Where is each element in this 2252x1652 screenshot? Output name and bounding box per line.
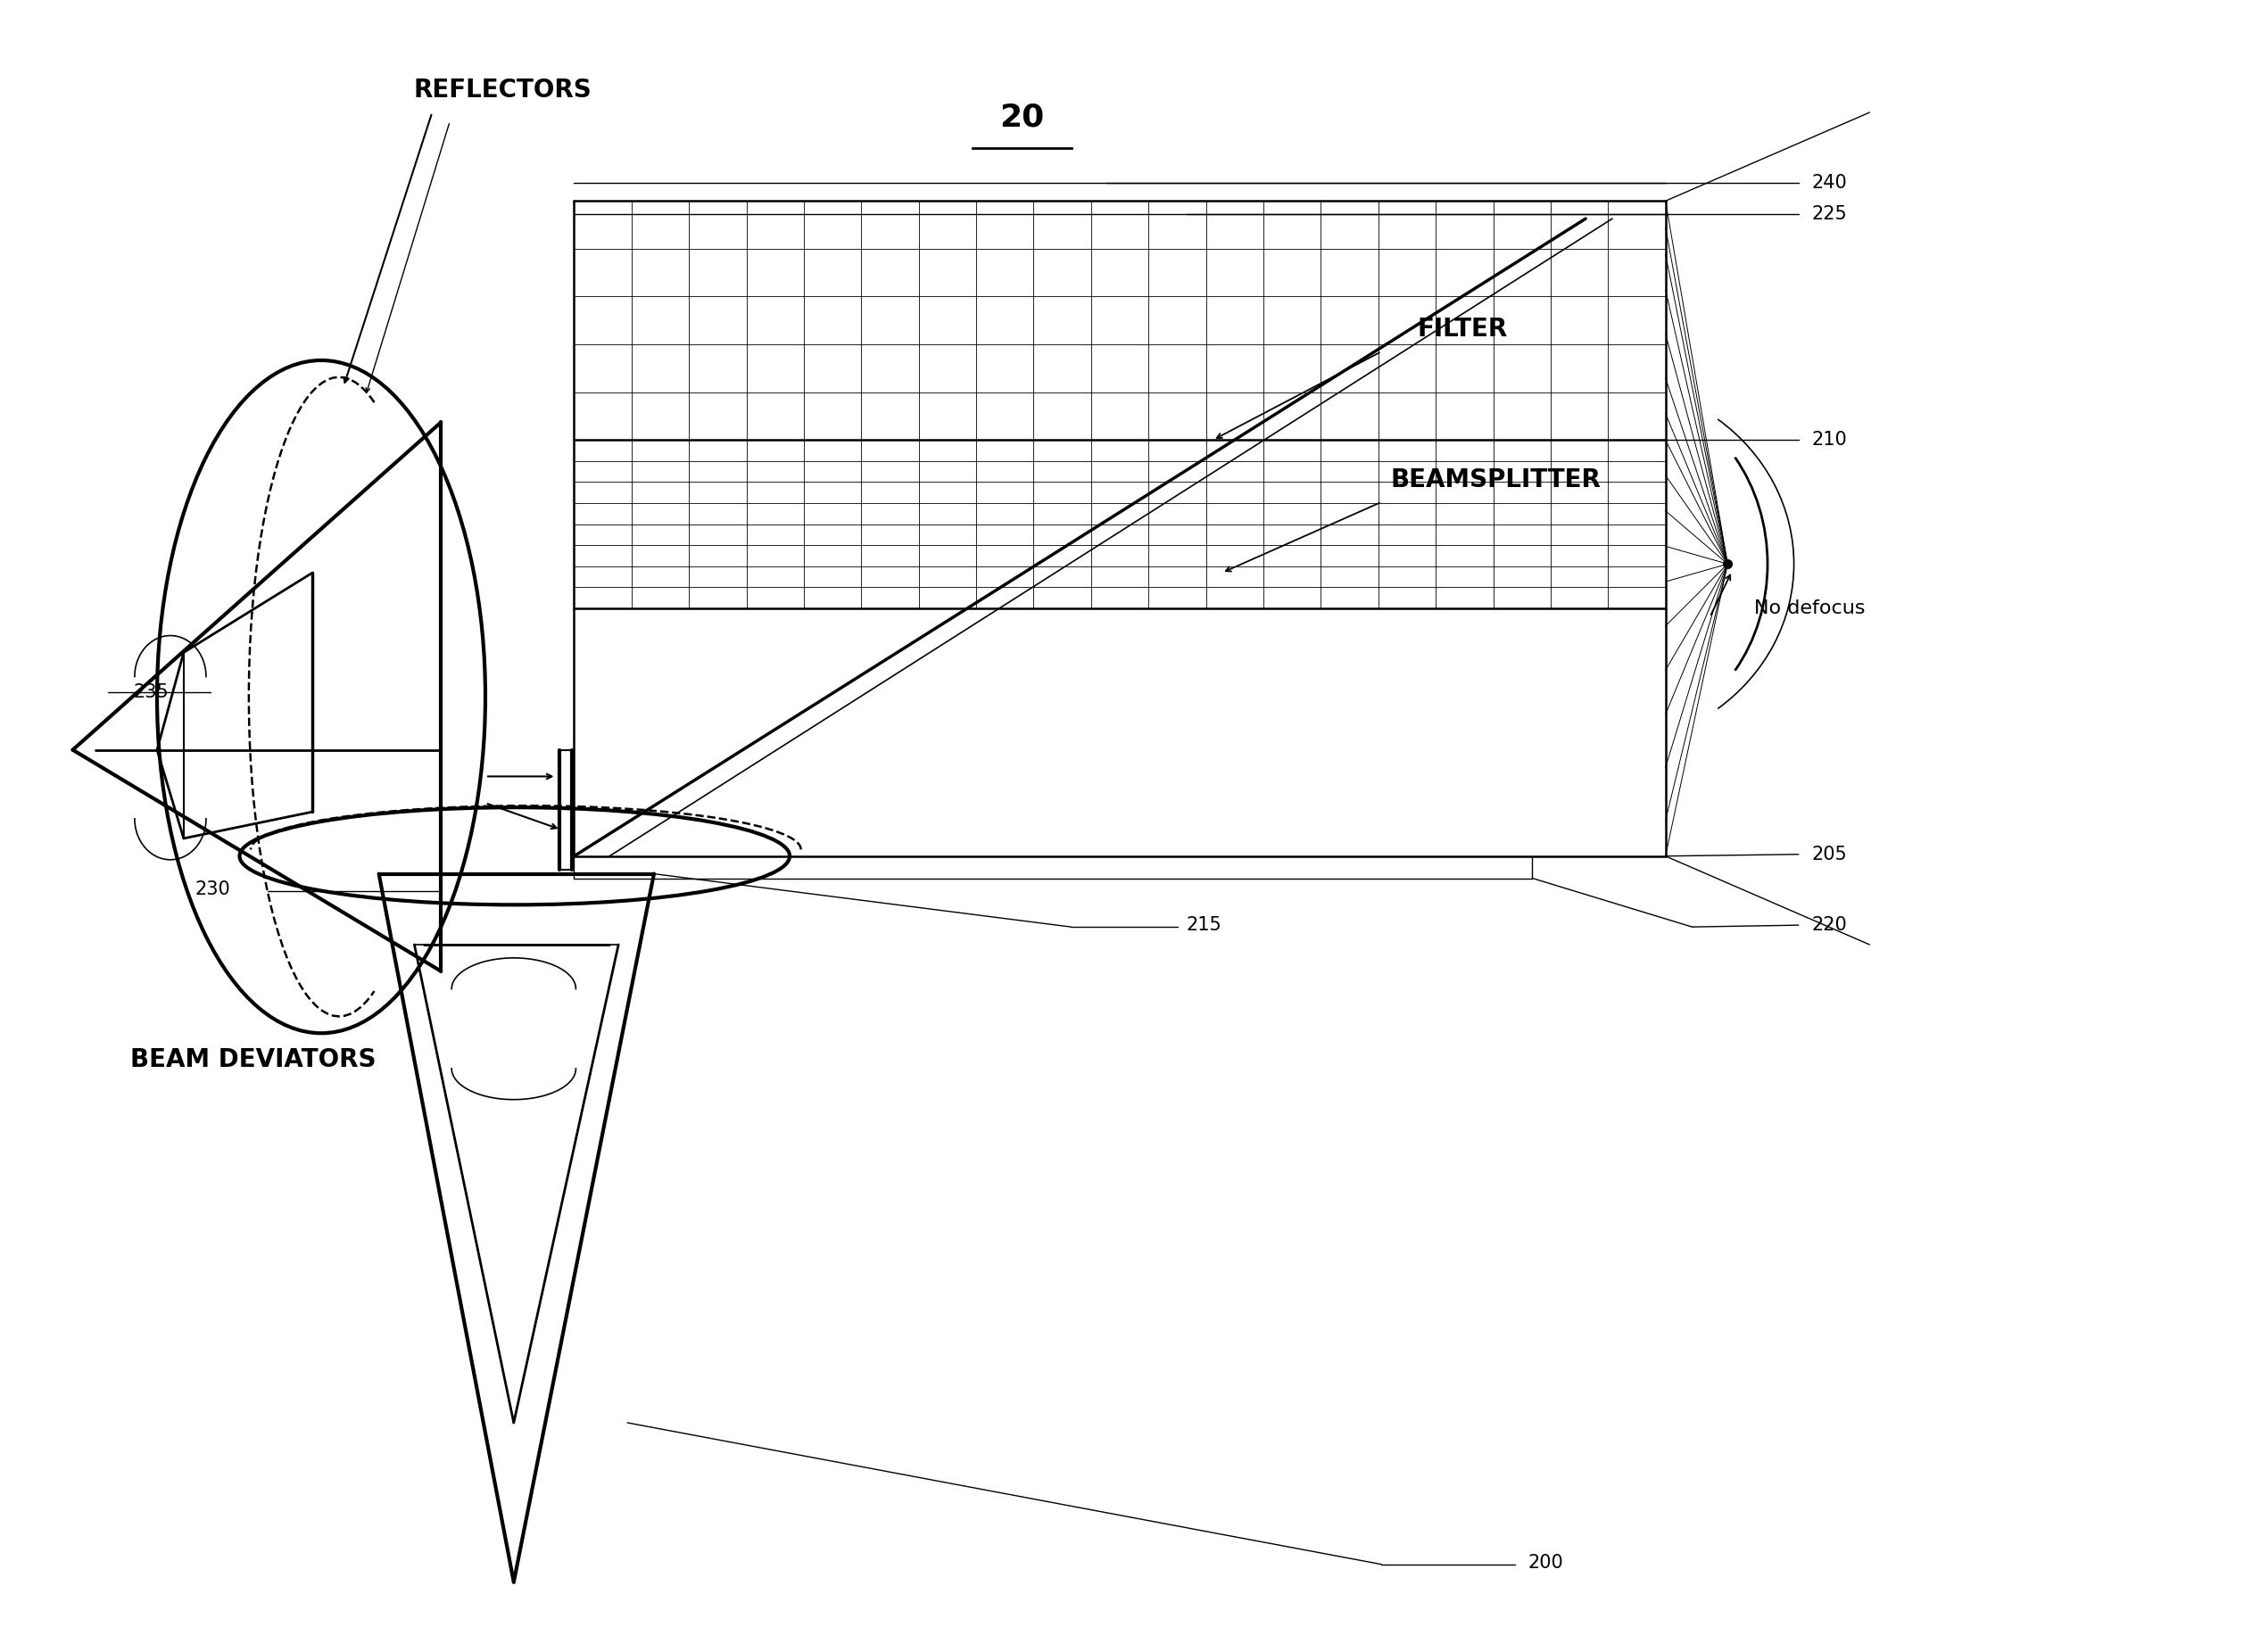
- Text: 225: 225: [1813, 205, 1847, 223]
- Text: 205: 205: [1813, 846, 1847, 864]
- Text: FILTER: FILTER: [1417, 317, 1507, 342]
- Text: 220: 220: [1813, 917, 1847, 933]
- Text: 230: 230: [196, 881, 230, 899]
- Text: 215: 215: [1187, 917, 1223, 933]
- Text: BEAM DEVIATORS: BEAM DEVIATORS: [131, 1047, 376, 1072]
- Text: No defocus: No defocus: [1754, 600, 1865, 618]
- Text: 200: 200: [1527, 1553, 1563, 1571]
- Text: 235: 235: [133, 684, 169, 700]
- Text: 20: 20: [1000, 102, 1045, 132]
- Text: REFLECTORS: REFLECTORS: [414, 78, 592, 102]
- Text: 210: 210: [1813, 431, 1847, 449]
- Text: 240: 240: [1813, 175, 1847, 192]
- Text: BEAMSPLITTER: BEAMSPLITTER: [1389, 468, 1601, 492]
